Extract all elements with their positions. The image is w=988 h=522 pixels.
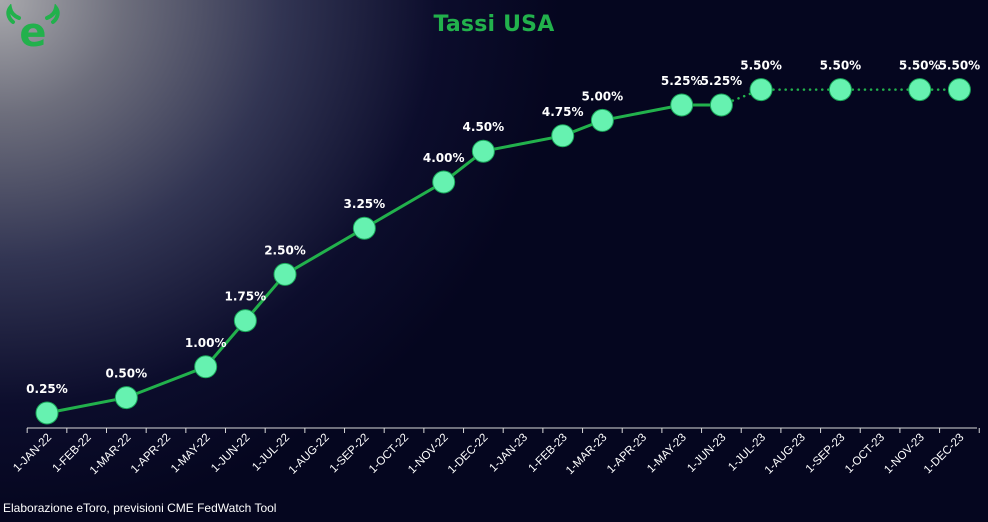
x-tick-label: 1-DEC-23 xyxy=(922,432,967,477)
x-tick-label: 1-MAR-23 xyxy=(564,432,610,478)
data-label: 5.25% xyxy=(701,74,743,88)
data-label: 1.75% xyxy=(225,290,267,304)
data-point xyxy=(273,262,297,286)
data-label: 1.00% xyxy=(185,336,227,350)
x-axis xyxy=(26,427,980,433)
x-tick-label: 1-MAY-23 xyxy=(645,432,689,476)
x-tick-label: 1-NOV-22 xyxy=(406,432,451,477)
x-tick-label: 1-SEP-22 xyxy=(328,432,372,476)
rate-chart: 0.25% 0.50% 1.00% 1.75% 2.50% 3.25% 4.00% 4.50%… xyxy=(11,59,980,478)
data-point xyxy=(432,170,456,194)
x-tick-label: 1-JAN-23 xyxy=(487,432,530,475)
data-point xyxy=(35,401,59,425)
chart-title: Tassi USA xyxy=(433,12,555,37)
data-label: 5.50% xyxy=(740,59,782,73)
data-point xyxy=(908,78,932,102)
data-label: 5.25% xyxy=(661,74,703,88)
x-tick-label: 1-JAN-22 xyxy=(11,432,54,475)
x-tick-label: 1-JUL-23 xyxy=(726,432,768,474)
data-label: 2.50% xyxy=(264,243,306,257)
x-tick-label: 1-MAR-22 xyxy=(88,432,134,478)
x-tick-label: 1-APR-23 xyxy=(605,432,649,476)
data-point xyxy=(590,108,614,132)
data-point xyxy=(194,355,218,379)
data-labels: 0.25% 0.50% 1.00% 1.75% 2.50% 3.25% 4.00% 4.50%… xyxy=(26,59,980,396)
series-lines xyxy=(46,88,961,415)
data-point xyxy=(352,216,376,240)
data-label: 3.25% xyxy=(344,197,386,211)
data-point xyxy=(947,78,971,102)
data-point xyxy=(828,78,852,102)
series-markers xyxy=(35,78,971,425)
data-point xyxy=(551,124,575,148)
data-point xyxy=(114,386,138,410)
x-tick-label: 1-JUN-22 xyxy=(209,432,252,475)
data-point xyxy=(709,93,733,117)
data-label: 0.50% xyxy=(106,367,148,381)
data-label: 5.00% xyxy=(582,89,624,103)
x-tick-label: 1-AUG-22 xyxy=(287,432,332,477)
x-tick-label: 1-NOV-23 xyxy=(882,432,927,477)
data-label: 5.50% xyxy=(939,59,981,73)
data-label: 5.50% xyxy=(820,59,862,73)
x-tick-label: 1-JUL-22 xyxy=(250,432,292,474)
x-tick-label: 1-MAY-22 xyxy=(169,432,213,476)
data-label: 4.00% xyxy=(423,151,465,165)
x-tick-labels: 1-JAN-221-FEB-221-MAR-221-APR-221-MAY-22… xyxy=(11,432,966,478)
x-tick-label: 1-OCT-22 xyxy=(367,432,411,476)
data-point xyxy=(749,78,773,102)
x-tick-label: 1-APR-22 xyxy=(129,432,173,476)
data-point xyxy=(471,139,495,163)
x-tick-label: 1-AUG-23 xyxy=(763,432,808,477)
x-tick-label: 1-JUN-23 xyxy=(685,432,728,475)
x-tick-label: 1-DEC-22 xyxy=(446,432,491,477)
data-label: 5.50% xyxy=(899,59,941,73)
source-note: Elaborazione eToro, previsioni CME FedWa… xyxy=(3,501,277,515)
data-point xyxy=(670,93,694,117)
etoro-bull-icon: e xyxy=(6,4,60,52)
logo-letter: e xyxy=(19,10,46,52)
data-point xyxy=(233,309,257,333)
historical-line xyxy=(46,103,722,415)
data-label: 0.25% xyxy=(26,382,68,396)
data-label: 4.50% xyxy=(463,120,505,134)
x-tick-label: 1-SEP-23 xyxy=(804,432,848,476)
data-label: 4.75% xyxy=(542,105,584,119)
x-tick-label: 1-OCT-23 xyxy=(843,432,887,476)
